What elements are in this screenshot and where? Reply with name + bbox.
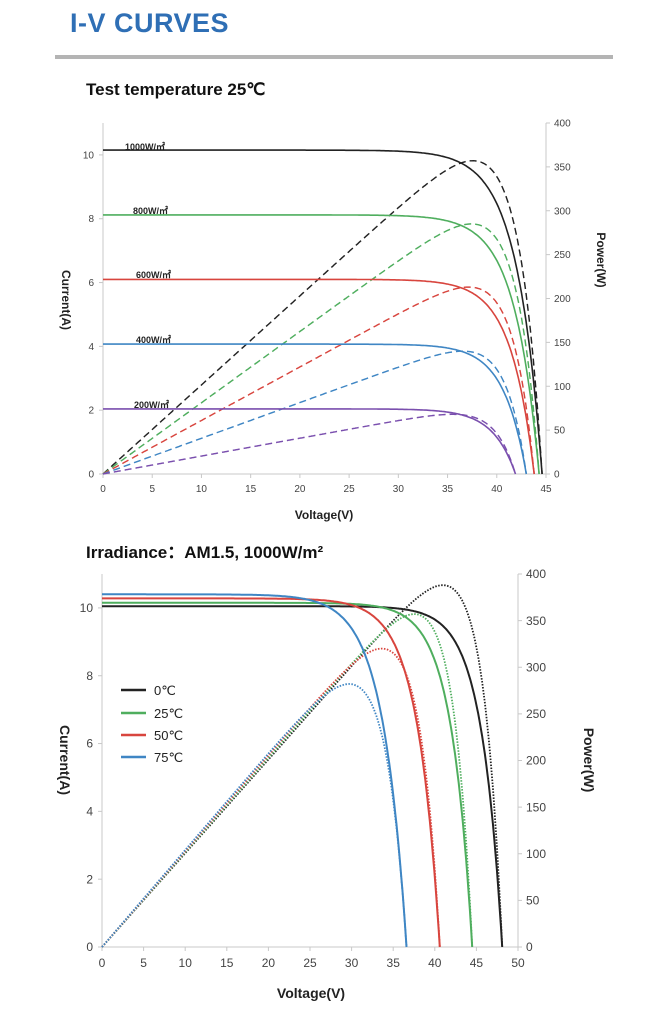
x-tick-label: 40 [428, 956, 442, 970]
y2-tick-label: 0 [554, 470, 560, 481]
chart-2-xlabel: Voltage(V) [277, 985, 345, 1001]
page-title: I-V CURVES [70, 8, 230, 38]
x-tick-label: 25 [303, 956, 317, 970]
y2-tick-label: 300 [554, 206, 571, 217]
x-tick-label: 10 [196, 484, 208, 495]
x-tick-label: 40 [491, 484, 503, 495]
x-tick-label: 50 [511, 956, 525, 970]
chart-2-ylabel: Current(A) [57, 725, 73, 795]
chart-1-ylabel: Current(A) [59, 270, 73, 330]
y2-tick-label: 0 [526, 940, 533, 954]
legend-label-50c: 50℃ [154, 728, 183, 743]
legend-label-25c: 25℃ [154, 706, 183, 721]
y-tick-label: 8 [88, 214, 94, 225]
chart-2-title: Irradiance：AM1.5, 1000W/m² [86, 543, 324, 562]
power-curve-0 [101, 584, 504, 948]
x-tick-label: 10 [179, 956, 193, 970]
x-tick-label: 5 [149, 484, 155, 495]
series-label-600: 600W/㎡ [136, 269, 171, 280]
title-divider [55, 55, 613, 59]
iv-curve-3 [103, 343, 528, 475]
y-tick-label: 2 [88, 406, 94, 417]
x-tick-label: 35 [442, 484, 454, 495]
x-tick-label: 0 [100, 484, 106, 495]
y2-tick-label: 150 [554, 338, 571, 349]
y2-tick-label: 350 [554, 162, 571, 173]
iv-curve-2 [102, 597, 441, 948]
power-curve-2 [102, 286, 535, 475]
y2-tick-label: 350 [526, 614, 546, 628]
power-curve-3 [102, 350, 528, 475]
series-label-800: 800W/㎡ [133, 205, 168, 216]
iv-curve-0 [103, 149, 543, 475]
series-label-200: 200W/㎡ [134, 399, 169, 410]
power-curve-2 [101, 647, 441, 948]
power-curve-4 [102, 413, 517, 475]
y2-tick-label: 300 [526, 660, 546, 674]
y-tick-label: 4 [86, 805, 93, 819]
chart-1-title: Test temperature 25℃ [86, 80, 266, 99]
x-tick-label: 20 [294, 484, 306, 495]
power-curve-1 [101, 613, 474, 948]
x-tick-label: 45 [470, 956, 484, 970]
y2-tick-label: 100 [554, 382, 571, 393]
series-label-1000: 1000W/㎡ [125, 141, 165, 152]
y2-tick-label: 400 [526, 567, 546, 581]
y2-tick-label: 200 [526, 754, 546, 768]
legend: 0℃ 25℃ 50℃ 75℃ [121, 683, 183, 765]
y-tick-label: 6 [88, 278, 94, 289]
y2-tick-label: 200 [554, 294, 571, 305]
iv-curve-4 [103, 408, 517, 475]
y-tick-label: 10 [80, 601, 94, 615]
x-tick-label: 5 [140, 956, 147, 970]
y-tick-label: 4 [88, 342, 94, 353]
chart-1-xlabel: Voltage(V) [295, 508, 353, 522]
y2-tick-label: 100 [526, 847, 546, 861]
x-tick-label: 35 [387, 956, 401, 970]
series-label-400: 400W/㎡ [136, 334, 171, 345]
iv-curve-2 [103, 278, 535, 475]
x-tick-label: 30 [393, 484, 405, 495]
chart-2-y2label: Power(W) [581, 728, 597, 793]
y-tick-label: 0 [88, 470, 94, 481]
y2-tick-label: 150 [526, 800, 546, 814]
chart-1-y2label: Power(W) [594, 232, 608, 287]
iv-curve-0 [102, 605, 504, 948]
y-tick-label: 8 [86, 669, 93, 683]
x-tick-label: 25 [344, 484, 356, 495]
chart-temperature: Current(A) Power(W) Voltage(V) 0℃ 25℃ 50… [57, 567, 597, 1001]
power-curve-3 [101, 683, 408, 948]
x-tick-label: 30 [345, 956, 359, 970]
iv-curve-3 [102, 593, 408, 948]
y-tick-label: 2 [86, 872, 93, 886]
x-tick-label: 15 [220, 956, 234, 970]
legend-label-0c: 0℃ [154, 683, 176, 698]
chart-irradiance: Current(A) Power(W) Voltage(V) 1000W/㎡ 8… [59, 119, 608, 523]
power-curve-1 [102, 223, 540, 475]
iv-curve-1 [103, 214, 540, 475]
y2-tick-label: 400 [554, 119, 571, 130]
legend-label-75c: 75℃ [154, 750, 183, 765]
y-tick-label: 10 [83, 150, 95, 161]
x-tick-label: 45 [540, 484, 552, 495]
y-tick-label: 6 [86, 737, 93, 751]
y-tick-label: 0 [86, 940, 93, 954]
x-tick-label: 15 [245, 484, 257, 495]
iv-curve-1 [102, 601, 474, 948]
y2-tick-label: 50 [554, 426, 566, 437]
y2-tick-label: 250 [554, 250, 571, 261]
x-tick-label: 20 [262, 956, 276, 970]
y2-tick-label: 50 [526, 894, 540, 908]
x-tick-label: 0 [99, 956, 106, 970]
y2-tick-label: 250 [526, 707, 546, 721]
